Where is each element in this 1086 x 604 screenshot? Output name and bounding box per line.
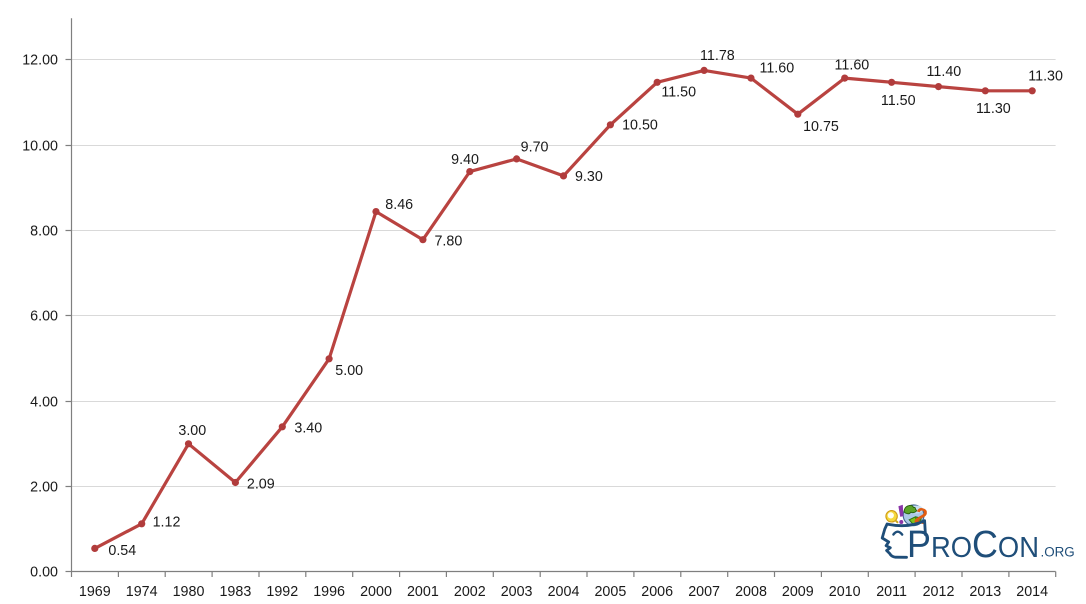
svg-text:11.60: 11.60 xyxy=(759,61,794,77)
svg-text:11.78: 11.78 xyxy=(700,48,735,64)
svg-text:2013: 2013 xyxy=(969,584,1001,600)
svg-text:PROCON: PROCON xyxy=(907,524,1039,566)
svg-text:2.09: 2.09 xyxy=(247,477,275,493)
svg-text:1983: 1983 xyxy=(219,584,251,600)
svg-text:0.54: 0.54 xyxy=(108,543,136,559)
svg-text:2002: 2002 xyxy=(454,584,486,600)
svg-text:11.30: 11.30 xyxy=(976,101,1011,117)
svg-text:1974: 1974 xyxy=(126,584,158,600)
svg-text:11.50: 11.50 xyxy=(881,93,916,109)
svg-text:10.00: 10.00 xyxy=(22,139,58,155)
svg-text:8.46: 8.46 xyxy=(385,197,413,213)
svg-text:2007: 2007 xyxy=(688,584,720,600)
svg-text:2001: 2001 xyxy=(407,584,439,600)
svg-text:9.30: 9.30 xyxy=(575,169,603,185)
svg-text:2000: 2000 xyxy=(360,584,392,600)
svg-text:3.00: 3.00 xyxy=(178,423,206,439)
svg-text:4.00: 4.00 xyxy=(30,395,58,411)
svg-text:2012: 2012 xyxy=(923,584,955,600)
svg-text:9.70: 9.70 xyxy=(521,139,549,155)
svg-text:1980: 1980 xyxy=(173,584,205,600)
svg-text:11.30: 11.30 xyxy=(1028,68,1063,84)
svg-text:2006: 2006 xyxy=(641,584,673,600)
svg-text:2005: 2005 xyxy=(594,584,626,600)
svg-text:2008: 2008 xyxy=(735,584,767,600)
svg-text:2009: 2009 xyxy=(782,584,814,600)
svg-text:.ORG: .ORG xyxy=(1041,545,1075,560)
svg-text:2.00: 2.00 xyxy=(30,480,58,496)
svg-text:2003: 2003 xyxy=(501,584,533,600)
svg-text:2011: 2011 xyxy=(876,584,907,600)
svg-text:2010: 2010 xyxy=(829,584,861,600)
svg-text:3.40: 3.40 xyxy=(294,421,322,437)
svg-text:1992: 1992 xyxy=(266,584,298,600)
svg-text:6.00: 6.00 xyxy=(30,309,58,325)
svg-text:2014: 2014 xyxy=(1016,584,1048,600)
svg-text:11.60: 11.60 xyxy=(835,57,870,73)
svg-text:9.40: 9.40 xyxy=(451,152,479,168)
svg-text:2004: 2004 xyxy=(548,584,580,600)
svg-text:1.12: 1.12 xyxy=(153,515,181,531)
svg-text:11.40: 11.40 xyxy=(927,64,962,80)
svg-text:11.50: 11.50 xyxy=(661,84,696,100)
svg-text:8.00: 8.00 xyxy=(30,224,58,240)
svg-text:1969: 1969 xyxy=(79,584,111,600)
svg-text:10.75: 10.75 xyxy=(803,119,839,135)
svg-text:5.00: 5.00 xyxy=(335,363,363,379)
svg-text:7.80: 7.80 xyxy=(434,233,462,249)
svg-text:10.50: 10.50 xyxy=(622,117,658,133)
svg-text:12.00: 12.00 xyxy=(22,53,58,69)
svg-text:1996: 1996 xyxy=(313,584,345,600)
svg-text:0.00: 0.00 xyxy=(30,565,58,581)
